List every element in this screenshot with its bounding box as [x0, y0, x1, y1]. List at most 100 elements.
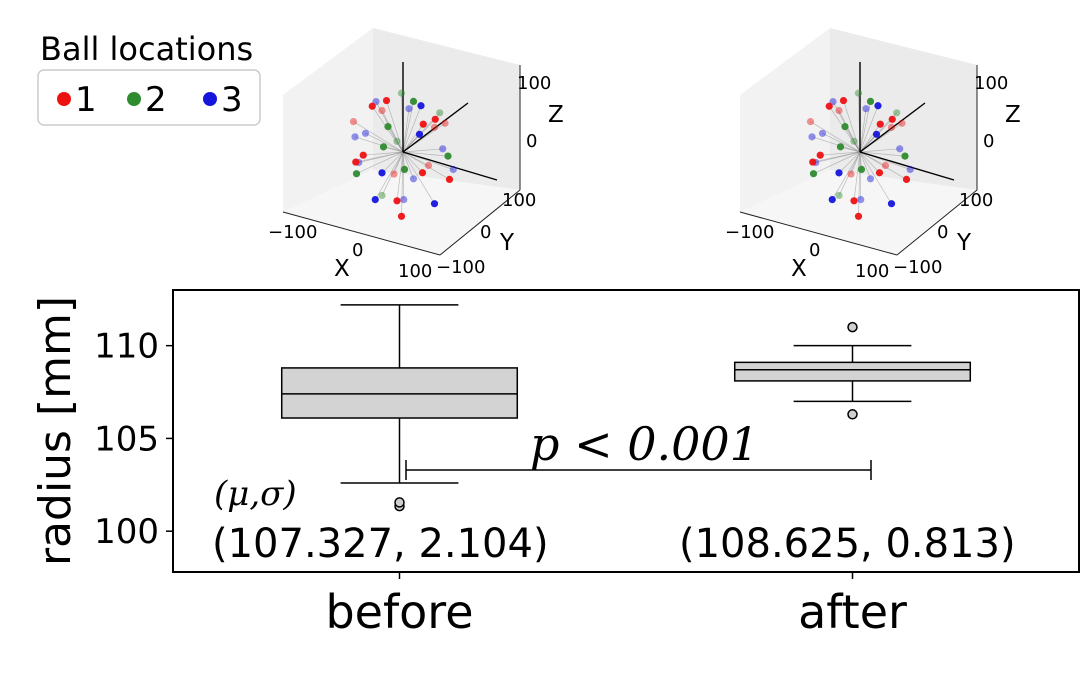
scatter-point — [875, 169, 884, 177]
pane-left — [283, 28, 373, 212]
scatter-point — [850, 137, 858, 145]
radial-line — [822, 132, 861, 153]
scatter-point — [378, 191, 386, 200]
scatter3d-panel-before: −100 0 100 X −100 0 100 Y 0 100 Z — [268, 28, 564, 282]
radial-line — [810, 121, 861, 153]
radial-line — [813, 151, 861, 175]
x-ref-axis — [402, 102, 469, 153]
radial-line — [386, 100, 404, 153]
y-axis-label: Y — [499, 230, 515, 256]
radial-line — [353, 121, 404, 153]
scatter-point — [881, 161, 890, 170]
scatter-point — [397, 212, 406, 220]
scatter-point — [436, 109, 444, 117]
radial-line — [402, 101, 414, 153]
scatter-point — [405, 105, 413, 113]
scatter-point — [872, 130, 881, 138]
radial-line — [859, 151, 907, 180]
radial-line — [853, 151, 861, 201]
scatter-point — [809, 158, 817, 166]
radial-line — [402, 151, 450, 180]
legend-title: Ball locations — [40, 30, 253, 68]
radial-line — [402, 151, 449, 157]
radial-line — [356, 151, 404, 175]
radial-line — [859, 134, 877, 153]
x-ticks: before after — [325, 572, 907, 639]
radial-line — [859, 151, 871, 179]
z-tick-label: 100 — [517, 73, 551, 94]
stat-header: (μ,σ) — [214, 474, 297, 514]
box-iqr — [280, 367, 519, 419]
scatter-point — [424, 161, 433, 170]
z-axis-label: Z — [1005, 102, 1021, 128]
scatter-point — [902, 175, 911, 183]
scatter-point — [349, 118, 358, 126]
scatter-point — [893, 109, 901, 117]
scatter-point — [382, 96, 391, 105]
scatter-point — [418, 169, 427, 177]
radial-line — [401, 151, 404, 217]
scatter-point — [857, 196, 865, 204]
radial-line — [374, 151, 404, 200]
legend-marker-3 — [203, 92, 217, 106]
outlier-point — [394, 497, 405, 508]
radial-line — [811, 136, 861, 153]
radial-line — [812, 151, 861, 163]
scatter-point — [361, 129, 370, 137]
x-tick-label-before: before — [325, 585, 473, 639]
boxplot: 100 105 110 before after radius [mm] p < 0.… — [30, 289, 1080, 639]
scatter-point — [835, 191, 843, 200]
radial-line — [859, 151, 892, 204]
scatter-point — [431, 115, 439, 123]
radial-line — [402, 151, 435, 204]
radial-line — [858, 151, 861, 217]
legend-label-1: 1 — [75, 80, 97, 120]
radial-line — [355, 151, 404, 163]
y-tick-label: 110 — [94, 327, 159, 367]
scatter-point — [888, 115, 896, 123]
scatter-point — [835, 169, 843, 177]
box-iqr — [733, 361, 972, 382]
radial-line — [402, 105, 422, 153]
legend: Ball locations 1 2 3 — [37, 30, 261, 126]
radial-line — [838, 151, 861, 196]
radial-line — [363, 151, 404, 156]
scatter-point — [896, 145, 904, 153]
x-axis-line — [282, 211, 441, 256]
outlier-point — [847, 321, 858, 333]
x-tick-label: 0 — [809, 240, 820, 261]
y-tick-label: −100 — [893, 257, 942, 278]
y-axis-line — [439, 189, 521, 256]
z-tick-label: 100 — [974, 73, 1008, 94]
y-ref-axis — [859, 151, 955, 181]
scatter3d-panel-after: −100 0 100 X −100 0 100 Y 0 100 Z — [725, 28, 1021, 282]
radial-line — [820, 151, 861, 156]
x-tick-label: −100 — [725, 222, 774, 243]
legend-frame — [37, 69, 261, 126]
scatter-point — [393, 137, 401, 145]
radial-line — [859, 148, 900, 153]
scatter-point — [866, 175, 875, 183]
x-tick-label: 0 — [352, 240, 363, 261]
radial-line — [402, 151, 423, 173]
pane-left — [740, 28, 830, 212]
radial-line — [402, 123, 424, 153]
scatter-point — [818, 129, 827, 137]
scatter-point — [816, 151, 824, 159]
pane-back — [830, 28, 977, 190]
scatter-point — [393, 197, 401, 205]
scatter-points — [806, 89, 914, 220]
z-tick-label: 0 — [526, 131, 537, 152]
scatter-point — [906, 165, 914, 174]
radial-line — [381, 151, 404, 196]
scatter-points — [349, 89, 457, 220]
boxes — [280, 304, 972, 512]
scatter-point — [854, 212, 863, 220]
scatter-point — [444, 152, 452, 160]
radial-line — [859, 123, 881, 153]
scatter-point — [841, 123, 849, 131]
scatter-point — [352, 158, 360, 166]
scatter-point — [378, 169, 386, 177]
scatter-point — [901, 152, 909, 160]
x-tick-label: 100 — [398, 261, 432, 282]
